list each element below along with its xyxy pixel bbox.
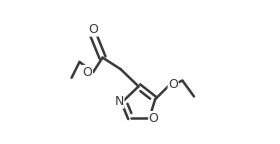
Text: O: O	[149, 112, 158, 125]
Text: O: O	[88, 23, 98, 36]
Text: O: O	[168, 78, 178, 91]
Text: O: O	[83, 66, 92, 78]
Text: N: N	[115, 95, 124, 108]
